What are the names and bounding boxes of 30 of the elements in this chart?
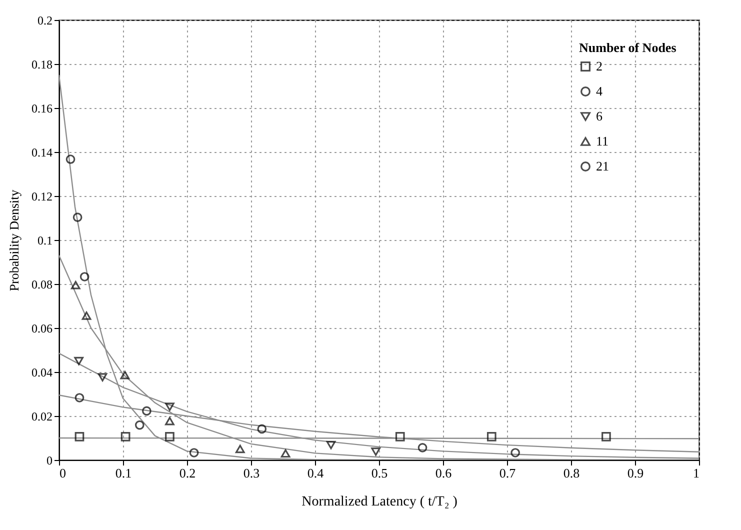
x-tick-label: 1 bbox=[693, 466, 700, 480]
x-tick-label: 0 bbox=[60, 466, 66, 480]
y-tick-label: 0.1 bbox=[38, 234, 52, 248]
x-tick-label: 0.2 bbox=[179, 466, 196, 480]
y-tick-label: 0.06 bbox=[32, 322, 52, 336]
y-tick-label: 0.04 bbox=[32, 366, 52, 380]
y-tick-label: 0.14 bbox=[32, 146, 52, 160]
x-tick-label: 0.9 bbox=[627, 466, 644, 480]
y-tick-label: 0.16 bbox=[32, 102, 52, 116]
x-axis-title: Normalized Latency ( t/T₂ ) bbox=[302, 494, 458, 510]
legend-label: 6 bbox=[596, 108, 603, 124]
legend-label: 11 bbox=[596, 134, 609, 148]
x-tick-label: 0.7 bbox=[499, 466, 516, 480]
x-tick-label: 0.1 bbox=[115, 466, 132, 480]
y-axis-title: Probability Density bbox=[6, 189, 22, 292]
y-tick-label: 0.08 bbox=[32, 278, 52, 292]
y-tick-label: 0 bbox=[46, 454, 52, 468]
y-tick-label: 0.18 bbox=[32, 58, 52, 72]
legend-label: 2 bbox=[596, 58, 602, 74]
legend-title: Number of Nodes bbox=[579, 40, 676, 55]
y-tick-label: 0.02 bbox=[32, 410, 52, 424]
x-tick-label: 0.4 bbox=[307, 466, 324, 480]
x-tick-label: 0.6 bbox=[435, 466, 452, 480]
y-tick-label: 0.12 bbox=[32, 190, 52, 204]
y-tick-label: 0.2 bbox=[38, 14, 52, 28]
x-tick-label: 0.3 bbox=[243, 466, 260, 480]
x-tick-label: 0.8 bbox=[563, 466, 580, 480]
x-tick-label: 0.5 bbox=[371, 466, 388, 480]
legend-label: 4 bbox=[596, 84, 603, 98]
legend-label: 21 bbox=[596, 158, 609, 174]
